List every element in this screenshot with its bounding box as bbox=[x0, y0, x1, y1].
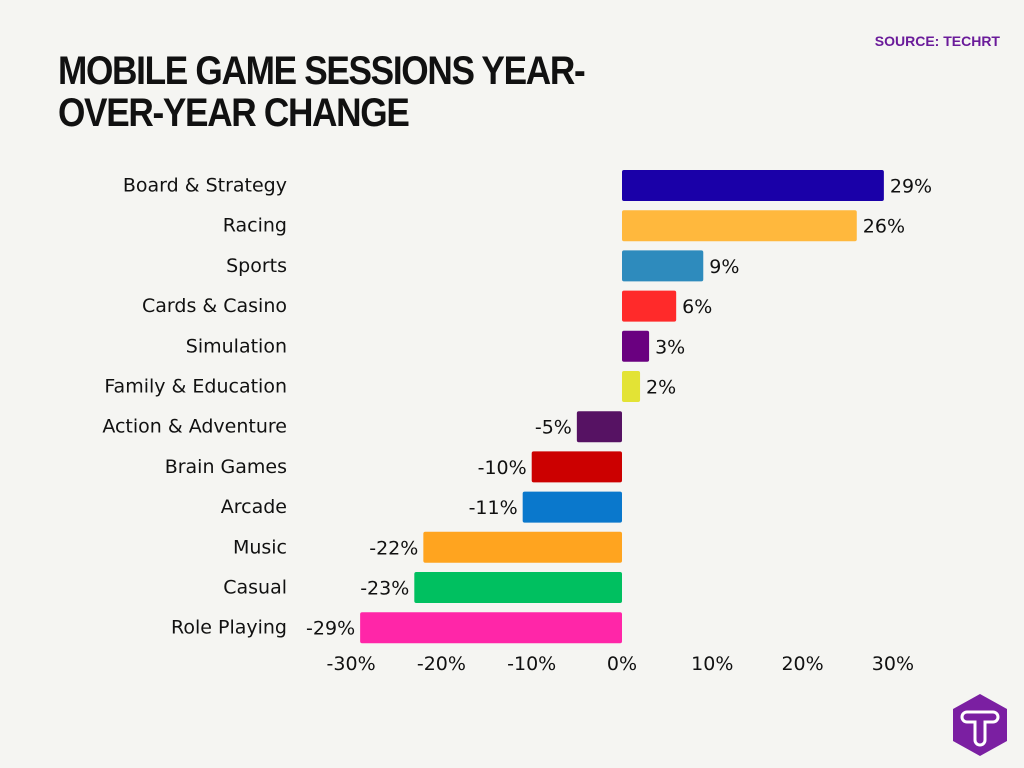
x-tick-label: -10% bbox=[507, 653, 556, 675]
data-label: 29% bbox=[890, 176, 932, 198]
category-label: Role Playing bbox=[171, 617, 287, 639]
category-label: Simulation bbox=[186, 335, 287, 357]
data-label: 2% bbox=[646, 377, 676, 399]
data-label: -22% bbox=[369, 537, 418, 559]
data-label: -5% bbox=[535, 417, 572, 439]
bar bbox=[576, 411, 622, 443]
x-tick-label: 30% bbox=[872, 653, 914, 675]
category-label: Casual bbox=[223, 577, 287, 599]
data-label: -10% bbox=[478, 457, 527, 479]
x-tick-label: 0% bbox=[607, 653, 637, 675]
data-label: 3% bbox=[655, 336, 685, 358]
data-label: 6% bbox=[682, 296, 712, 318]
data-label: 26% bbox=[863, 216, 905, 238]
x-tick-label: 20% bbox=[781, 653, 823, 675]
data-label: -29% bbox=[306, 618, 355, 640]
bar bbox=[622, 170, 884, 201]
bar bbox=[360, 612, 622, 644]
category-label: Action & Adventure bbox=[102, 416, 287, 438]
data-label: -23% bbox=[360, 578, 409, 600]
category-label: Cards & Casino bbox=[142, 295, 287, 317]
category-label: Racing bbox=[223, 215, 287, 237]
bar bbox=[622, 290, 677, 322]
bar bbox=[622, 330, 650, 362]
x-tick-label: 10% bbox=[691, 653, 733, 675]
bar bbox=[414, 572, 622, 603]
bar bbox=[622, 250, 704, 282]
techrt-logo bbox=[953, 694, 1007, 756]
category-label: Board & Strategy bbox=[123, 175, 287, 197]
x-tick-label: -30% bbox=[327, 653, 376, 675]
bar bbox=[423, 531, 622, 563]
data-label: -11% bbox=[469, 497, 518, 519]
source-label: SOURCE: TECHRT bbox=[874, 33, 1000, 49]
x-tick-label: -20% bbox=[417, 653, 466, 675]
category-label: Arcade bbox=[221, 496, 287, 518]
category-label: Brain Games bbox=[165, 456, 287, 478]
chart-title: MOBILE GAME SESSIONS YEAR-OVER-YEAR CHAN… bbox=[58, 49, 586, 135]
bar bbox=[531, 451, 622, 483]
category-label: Music bbox=[233, 536, 287, 558]
bar bbox=[522, 491, 622, 523]
bar bbox=[622, 210, 857, 242]
bar bbox=[622, 371, 641, 402]
data-label: 9% bbox=[709, 256, 739, 278]
category-label: Sports bbox=[226, 255, 287, 277]
category-label: Family & Education bbox=[104, 376, 287, 398]
